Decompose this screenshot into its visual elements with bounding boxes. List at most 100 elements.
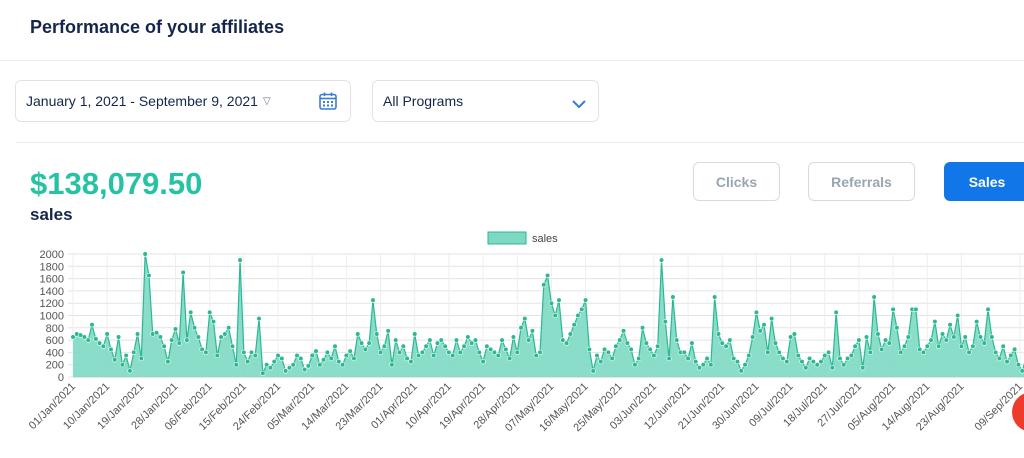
data-point: [480, 359, 486, 365]
data-point: [237, 257, 243, 263]
date-range-picker[interactable]: January 1, 2021 - September 9, 2021 ▽: [15, 80, 351, 122]
data-point: [431, 352, 437, 359]
data-point: [776, 349, 782, 355]
caret-down-icon: ▽: [262, 95, 271, 107]
data-point: [863, 334, 870, 340]
data-point: [176, 340, 182, 346]
data-point: [283, 368, 289, 374]
program-select[interactable]: All Programs: [372, 80, 599, 122]
date-range-value: January 1, 2021 - September 9, 2021: [26, 93, 258, 109]
data-point: [856, 337, 862, 343]
data-point: [305, 363, 312, 369]
clicks-tab-button[interactable]: Clicks: [693, 162, 780, 201]
data-point: [343, 352, 349, 359]
data-point: [442, 343, 448, 349]
data-point: [1012, 346, 1018, 352]
data-point: [594, 352, 600, 359]
data-point: [579, 306, 585, 312]
data-point: [582, 297, 589, 303]
data-point: [791, 331, 797, 337]
data-point: [879, 346, 885, 352]
data-point: [920, 349, 927, 355]
sales-area-chart: 020040060080010001200140016001800200001/…: [27, 231, 1024, 434]
filters-divider: [16, 142, 1024, 143]
referrals-tab-button[interactable]: Referrals: [808, 162, 915, 201]
data-point: [712, 294, 718, 300]
data-point: [799, 359, 805, 365]
data-point: [628, 346, 634, 352]
y-tick-label: 1200: [40, 298, 64, 310]
data-point: [533, 352, 539, 359]
data-point: [985, 306, 991, 312]
data-point: [681, 349, 687, 355]
data-point: [115, 334, 122, 340]
data-point: [328, 355, 334, 362]
data-point: [514, 349, 520, 355]
data-point: [765, 349, 771, 355]
data-point: [241, 349, 247, 355]
data-point: [734, 359, 741, 365]
data-point: [119, 362, 125, 368]
data-point: [860, 365, 866, 371]
data-point: [404, 355, 410, 362]
data-point: [472, 337, 479, 343]
y-tick-label: 600: [46, 335, 64, 347]
data-point: [188, 309, 194, 316]
data-point: [339, 362, 346, 368]
y-tick-label: 1600: [40, 274, 64, 286]
data-point: [233, 362, 239, 368]
data-point: [222, 331, 228, 337]
data-point: [450, 352, 456, 359]
data-point: [814, 362, 820, 368]
data-point: [127, 368, 133, 374]
data-point: [913, 306, 919, 312]
chat-widget-button[interactable]: [1012, 392, 1024, 432]
data-point: [199, 346, 205, 352]
data-point: [351, 355, 357, 362]
data-point: [689, 340, 695, 346]
data-point: [526, 337, 532, 343]
calendar-icon[interactable]: [318, 91, 338, 111]
data-point: [890, 306, 896, 312]
data-point: [184, 337, 190, 343]
y-tick-label: 0: [58, 372, 64, 384]
data-point: [415, 352, 422, 359]
data-point: [123, 352, 129, 359]
y-tick-label: 200: [46, 360, 64, 372]
data-point: [207, 309, 213, 316]
data-point: [320, 357, 327, 363]
data-point: [901, 343, 908, 349]
data-point: [195, 334, 201, 340]
data-point: [750, 334, 756, 340]
data-point: [556, 297, 562, 303]
data-point: [70, 334, 76, 340]
sales-tab-button[interactable]: Sales: [944, 162, 1024, 201]
data-point: [332, 343, 338, 349]
data-point: [894, 325, 900, 331]
data-point: [1000, 343, 1006, 349]
data-point: [571, 322, 577, 328]
y-tick-label: 400: [46, 347, 64, 359]
data-point: [347, 348, 353, 354]
data-point: [936, 343, 942, 349]
data-point: [670, 294, 676, 300]
data-point: [841, 362, 847, 368]
data-point: [446, 349, 452, 355]
data-point: [203, 349, 209, 355]
data-point: [560, 337, 566, 343]
data-point: [837, 355, 843, 362]
data-point: [302, 367, 308, 373]
data-point: [742, 362, 748, 368]
data-point: [393, 337, 399, 343]
data-point: [264, 362, 270, 368]
data-point: [85, 337, 91, 343]
data-point: [905, 334, 911, 340]
data-point: [271, 359, 277, 365]
data-point: [358, 340, 365, 346]
data-point: [427, 337, 433, 343]
data-point: [146, 272, 152, 279]
data-point: [643, 340, 649, 346]
data-point: [1008, 352, 1014, 359]
data-point: [829, 365, 835, 371]
data-point: [96, 340, 103, 346]
